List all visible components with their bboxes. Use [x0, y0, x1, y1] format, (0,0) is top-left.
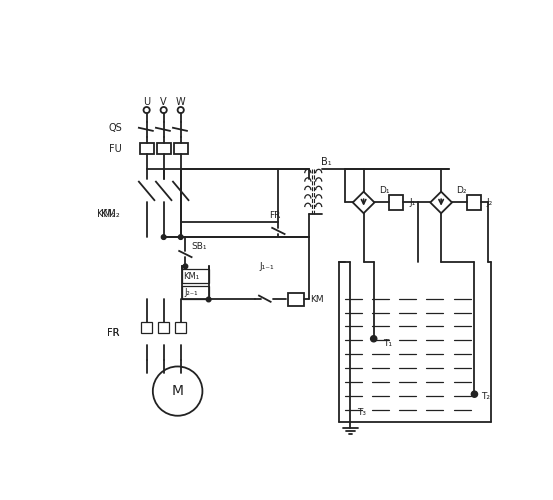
Bar [174, 143, 187, 154]
Text: FU: FU [109, 144, 122, 154]
Text: W: W [176, 98, 186, 108]
Text: J₁: J₁ [409, 198, 416, 207]
Bar [140, 143, 154, 154]
Bar [156, 143, 171, 154]
Text: T₂: T₂ [481, 392, 489, 401]
Text: KM₁: KM₁ [184, 272, 200, 281]
Circle shape [161, 235, 166, 240]
Text: KM₂: KM₂ [97, 209, 116, 219]
Circle shape [471, 391, 478, 398]
Text: U: U [143, 98, 150, 108]
Text: B₁: B₁ [321, 158, 332, 168]
Text: KM: KM [310, 295, 324, 304]
Text: J₂₋₁: J₂₋₁ [185, 288, 199, 297]
Circle shape [179, 235, 183, 240]
Text: D₁: D₁ [379, 186, 390, 194]
Circle shape [206, 297, 211, 302]
Text: D₂: D₂ [457, 186, 467, 194]
Text: SB₁: SB₁ [191, 242, 207, 251]
Text: M: M [171, 384, 184, 398]
Bar [181, 270, 208, 283]
Bar [158, 322, 169, 332]
Bar [389, 194, 403, 210]
Text: FR: FR [107, 328, 119, 338]
Bar [141, 322, 152, 332]
Text: FR: FR [269, 211, 280, 220]
Text: FR: FR [107, 328, 119, 338]
Text: T₁: T₁ [383, 339, 392, 348]
Text: T₃: T₃ [357, 408, 366, 417]
Text: QS: QS [108, 123, 122, 133]
Bar [467, 194, 481, 210]
Text: V: V [160, 98, 167, 108]
Bar [289, 292, 304, 306]
Circle shape [371, 336, 377, 342]
Bar [175, 322, 186, 332]
Text: J₁₋₁: J₁₋₁ [259, 262, 274, 271]
Text: J₂: J₂ [487, 198, 493, 207]
Circle shape [183, 264, 187, 268]
Text: KM₂: KM₂ [101, 209, 119, 219]
Bar [181, 286, 208, 300]
